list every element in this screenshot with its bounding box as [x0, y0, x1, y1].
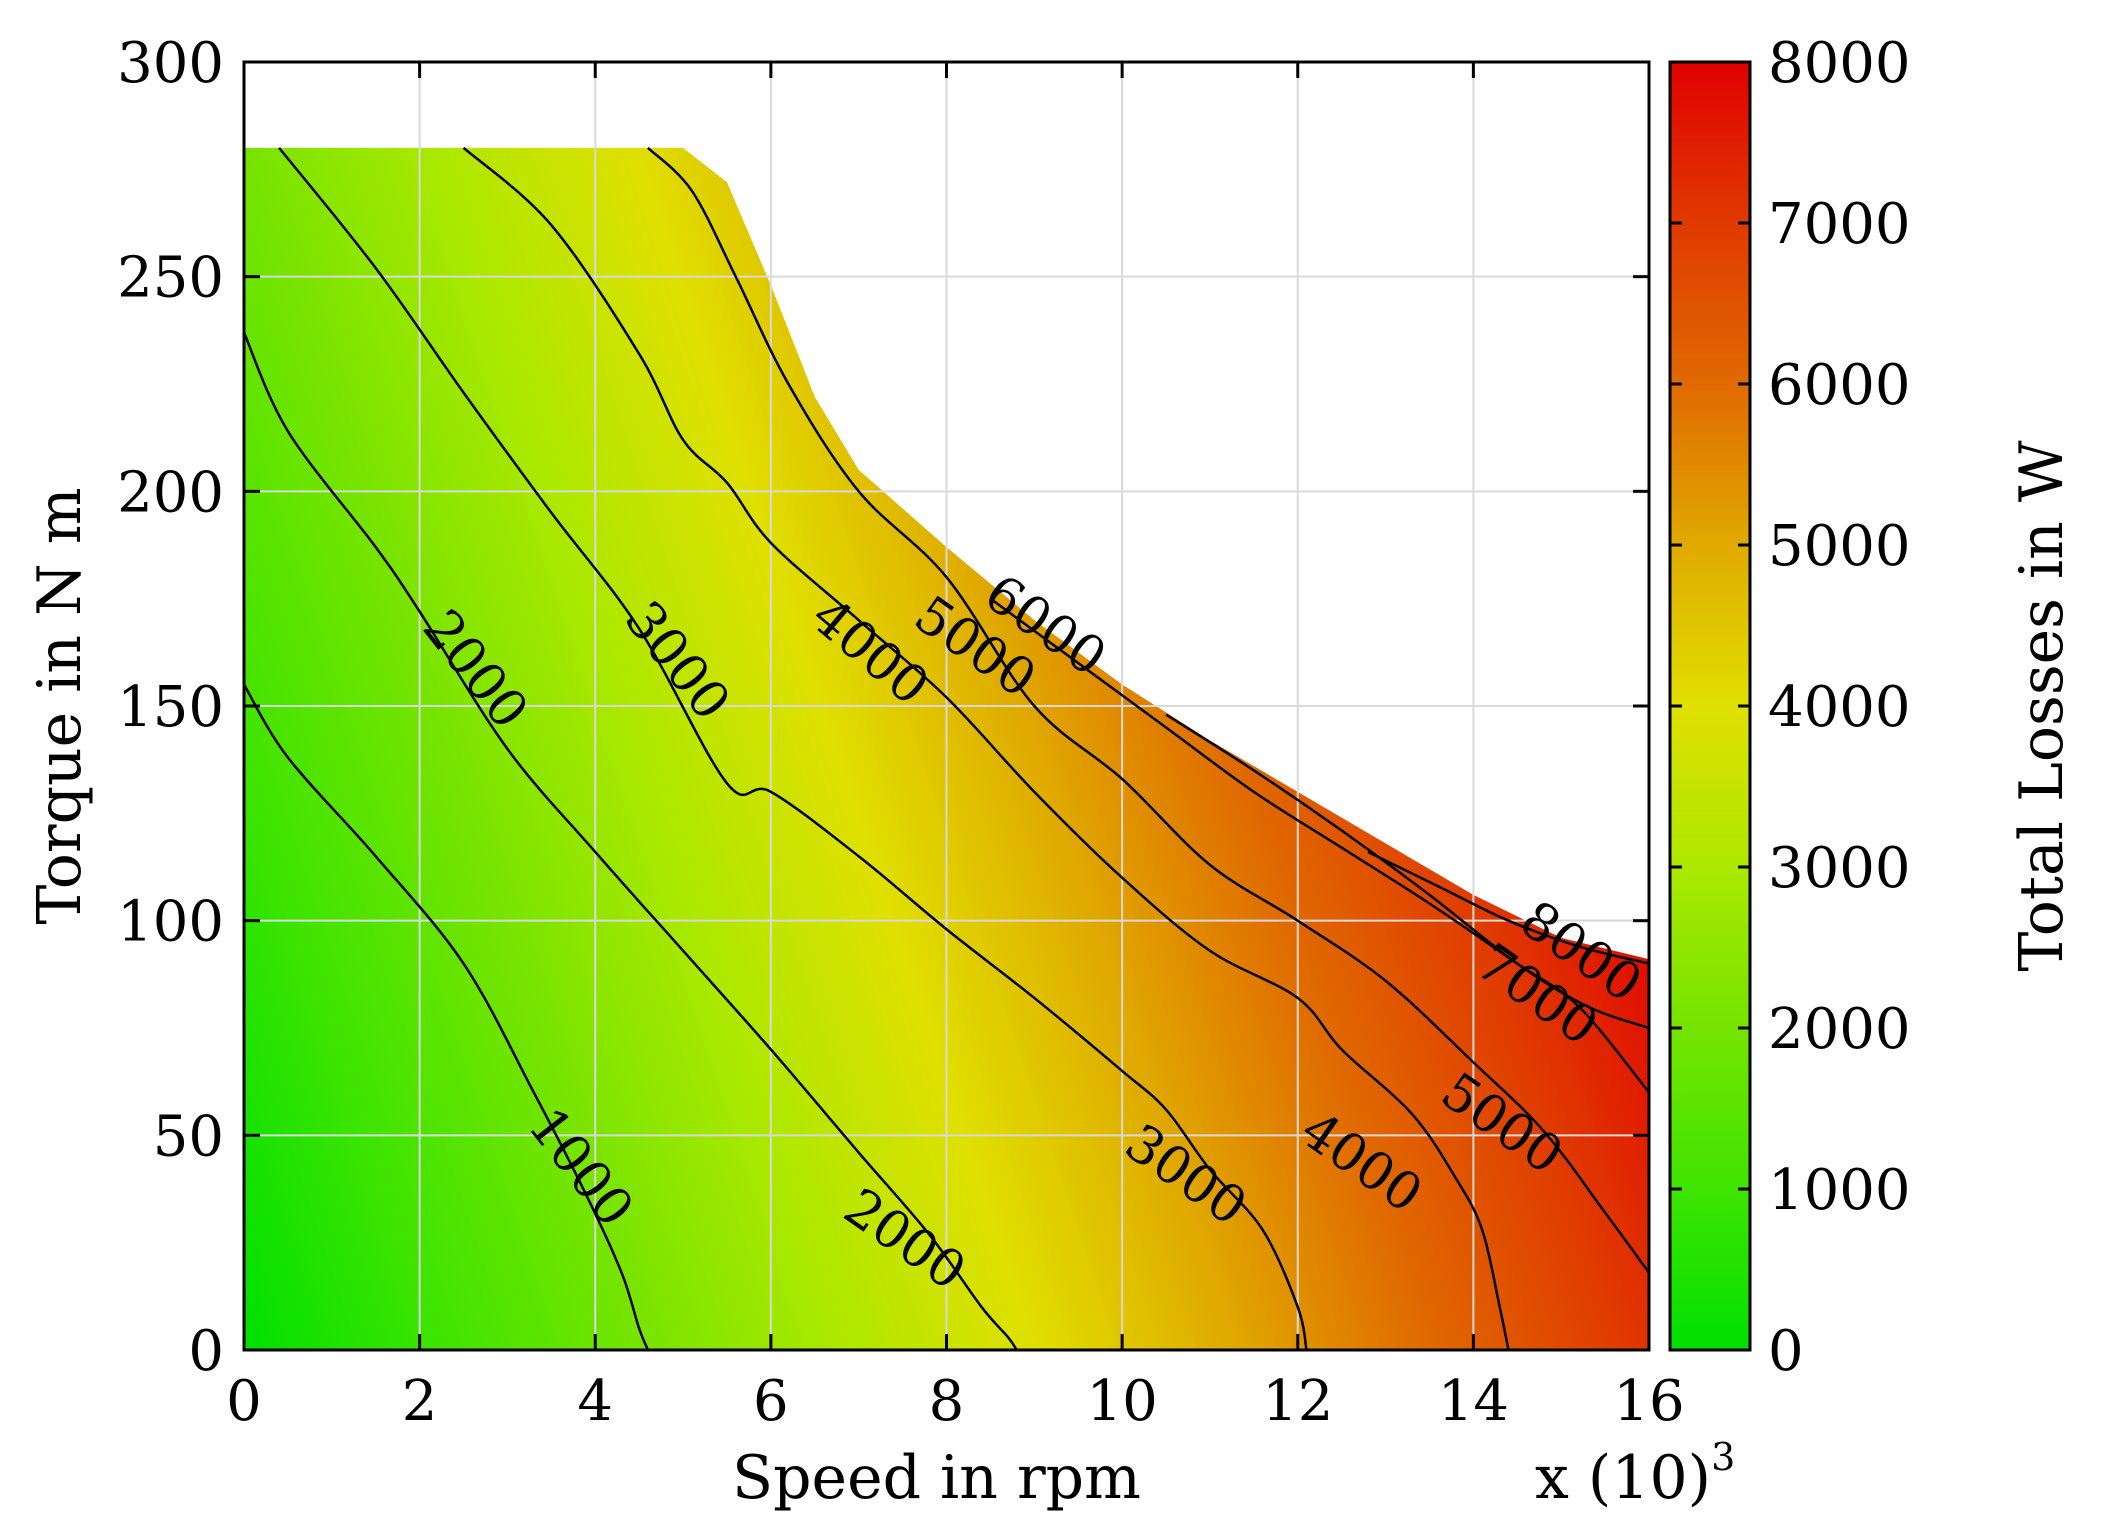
colorbar-tick-label: 3000: [1768, 836, 1911, 901]
y-axis: 0 50 100 150 200 250 300: [117, 31, 1649, 1384]
colorbar-tick-label: 1000: [1768, 1158, 1911, 1223]
contour-line-4000: [462, 146, 1510, 1350]
colorbar-tick-label: 7000: [1768, 192, 1911, 257]
x-tick-label: 14: [1438, 1369, 1509, 1434]
x-tick-label: 10: [1086, 1369, 1157, 1434]
colorbar-tick-label: 6000: [1768, 353, 1911, 418]
contour-line-7000: [1165, 713, 1649, 1030]
colorbar-tick-label: 5000: [1768, 514, 1911, 579]
colorbar-title: Total Losses in W: [2007, 440, 2077, 971]
contour-line-5000: [647, 146, 1649, 1274]
x-axis-multiplier-exponent: 3: [1711, 1435, 1735, 1479]
x-axis: 0 2 4 6 8 10 12 14 16: [226, 62, 1685, 1434]
x-tick-label: 8: [929, 1369, 965, 1434]
contour-line-3000: [278, 147, 1308, 1350]
x-tick-label: 0: [226, 1369, 262, 1434]
grid-lines: [244, 62, 1649, 1350]
contour-line-8000: [1367, 850, 1649, 965]
x-axis-multiplier-base: x (10): [1535, 1443, 1711, 1513]
colorbar-tick-label: 8000: [1768, 31, 1911, 96]
y-axis-title: Torque in N m: [25, 487, 95, 924]
contour-line-1000: [244, 683, 650, 1350]
x-axis-title: Speed in rpm: [732, 1443, 1141, 1513]
y-tick-label: 50: [153, 1104, 224, 1169]
contour-lines: [244, 146, 1649, 1350]
x-tick-label: 16: [1613, 1369, 1684, 1434]
colorbar-tick-label: 4000: [1768, 675, 1911, 740]
x-tick-label: 2: [402, 1369, 438, 1434]
colorbar-tick-label: 2000: [1768, 997, 1911, 1062]
x-axis-multiplier: x (10)3: [1535, 1435, 1735, 1513]
x-tick-label: 12: [1262, 1369, 1333, 1434]
y-tick-label: 150: [117, 675, 224, 740]
y-tick-label: 250: [117, 246, 224, 311]
y-tick-label: 200: [117, 460, 224, 525]
y-tick-label: 100: [117, 890, 224, 955]
x-tick-label: 6: [753, 1369, 789, 1434]
colorbar-tick-label: 0: [1768, 1319, 1804, 1384]
x-tick-label: 4: [577, 1369, 613, 1434]
contour-line-2000: [244, 331, 1018, 1350]
y-tick-label: 300: [117, 31, 224, 96]
y-tick-label: 0: [188, 1319, 224, 1384]
colorbar-ticks: 0 1000 2000 3000 4000 5000 6000 7000 8000: [1670, 31, 1911, 1384]
